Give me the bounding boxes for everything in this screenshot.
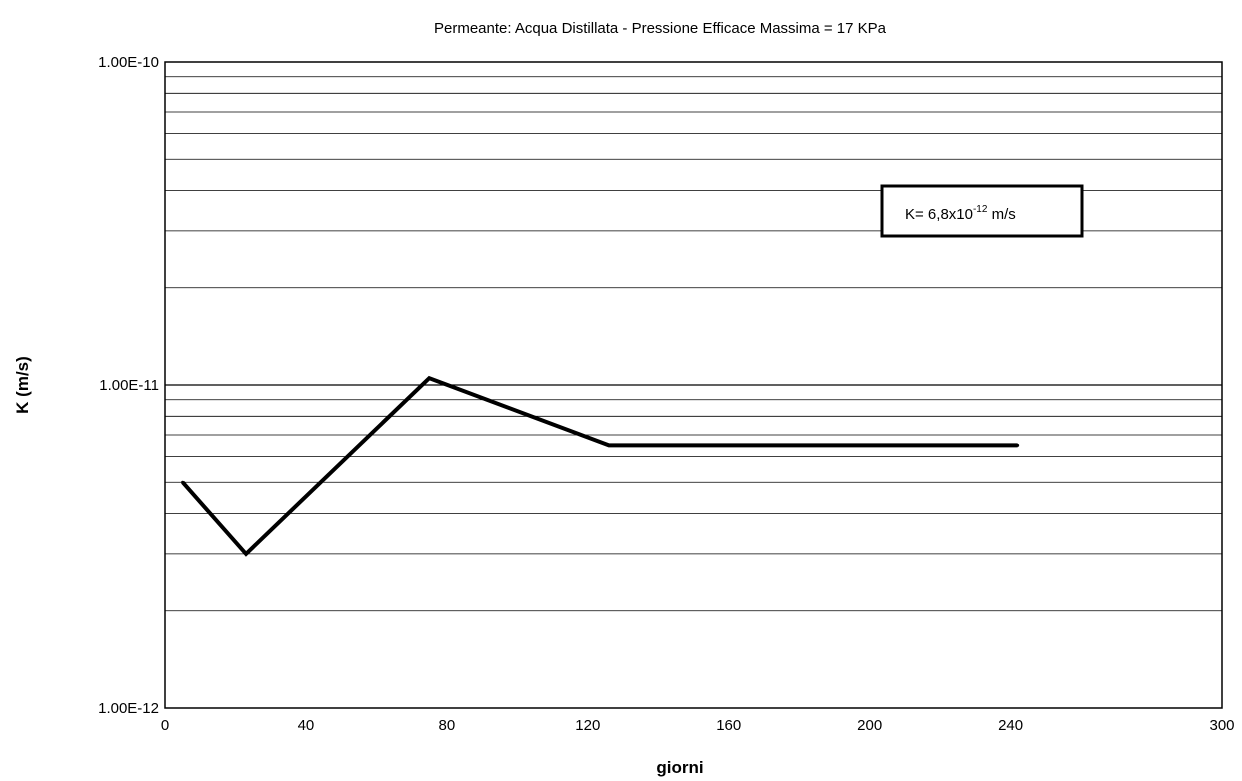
annotation-frame bbox=[880, 184, 1084, 238]
x-tick-label: 300 bbox=[1209, 717, 1234, 734]
annotation-text: K= 6,8x10-12 m/s bbox=[905, 204, 1016, 223]
plot-frame bbox=[164, 61, 1223, 709]
x-tick-label: 120 bbox=[575, 717, 600, 734]
chart-title: Permeante: Acqua Distillata - Pressione … bbox=[434, 20, 887, 37]
data-point bbox=[607, 443, 611, 447]
annotation-exponent: -12 bbox=[973, 204, 988, 215]
x-tick-label: 80 bbox=[439, 717, 456, 734]
y-axis-title: K (m/s) bbox=[13, 356, 32, 414]
series-layer bbox=[181, 375, 1020, 557]
y-tick-label: 1.00E-10 bbox=[98, 54, 159, 71]
y-tick-label: 1.00E-11 bbox=[99, 377, 159, 394]
x-tick-label: 240 bbox=[998, 717, 1023, 734]
data-point bbox=[244, 552, 248, 556]
annotation-prefix: K= 6,8x10 bbox=[905, 206, 973, 223]
data-point bbox=[181, 480, 185, 484]
annotation-unit: m/s bbox=[987, 206, 1015, 223]
x-tick-label: 200 bbox=[857, 717, 882, 734]
data-point bbox=[1016, 443, 1020, 447]
x-tick-label: 160 bbox=[716, 717, 741, 734]
x-tick-label: 0 bbox=[161, 717, 169, 734]
data-point bbox=[427, 376, 431, 380]
x-tick-label: 40 bbox=[298, 717, 315, 734]
x-tick-labels: 0 40 80 120 160 200 240 300 bbox=[161, 717, 1235, 734]
series-line bbox=[181, 375, 1018, 557]
y-tick-labels: 1.00E-12 1.00E-11 1.00E-10 bbox=[98, 54, 159, 717]
grid bbox=[165, 76, 1222, 612]
y-tick-label: 1.00E-12 bbox=[98, 700, 159, 717]
x-axis-title: giorni bbox=[656, 758, 703, 777]
annotation-box: K= 6,8x10-12 m/s bbox=[880, 184, 1084, 238]
